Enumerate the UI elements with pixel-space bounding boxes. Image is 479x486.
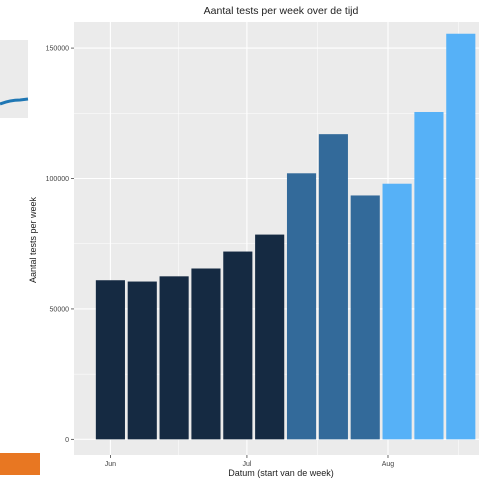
- bar-2020-07-27: [350, 195, 380, 440]
- orange-block: [0, 453, 40, 475]
- bar-2020-08-10: [414, 111, 444, 440]
- y-tick-label: 100000: [46, 176, 69, 183]
- bar-2020-06-01: [95, 280, 125, 440]
- left-fragment-line: [0, 97, 29, 106]
- bar-2020-06-08: [127, 281, 157, 440]
- bar-2020-07-06: [255, 234, 285, 440]
- x-tick-label: Jun: [105, 461, 116, 468]
- bar-2020-08-17: [446, 33, 476, 440]
- x-axis-ticks: Jun Jul Aug: [105, 455, 395, 468]
- bar-2020-08-03: [382, 183, 412, 440]
- bar-2020-07-20: [318, 134, 348, 440]
- x-tick-label: Jul: [242, 461, 251, 468]
- left-figure-fragment: [0, 40, 29, 118]
- bars: [95, 33, 476, 440]
- chart-title: Aantal tests per week over de tijd: [204, 5, 359, 17]
- x-tick-label: Aug: [382, 461, 395, 468]
- y-tick-label: 50000: [50, 306, 70, 313]
- left-fragment-panel: [0, 40, 28, 118]
- x-axis-label: Datum (start van de week): [228, 468, 334, 478]
- y-axis-ticks: 0 50000 100000 150000: [46, 46, 74, 444]
- bar-2020-06-15: [159, 276, 189, 440]
- y-axis-label: Aantal tests per week: [28, 196, 38, 283]
- y-tick-label: 150000: [46, 46, 69, 53]
- y-tick-label: 0: [65, 437, 69, 444]
- bar-2020-07-13: [286, 173, 317, 440]
- bar-2020-06-22: [191, 268, 221, 440]
- bar-2020-06-29: [223, 251, 253, 440]
